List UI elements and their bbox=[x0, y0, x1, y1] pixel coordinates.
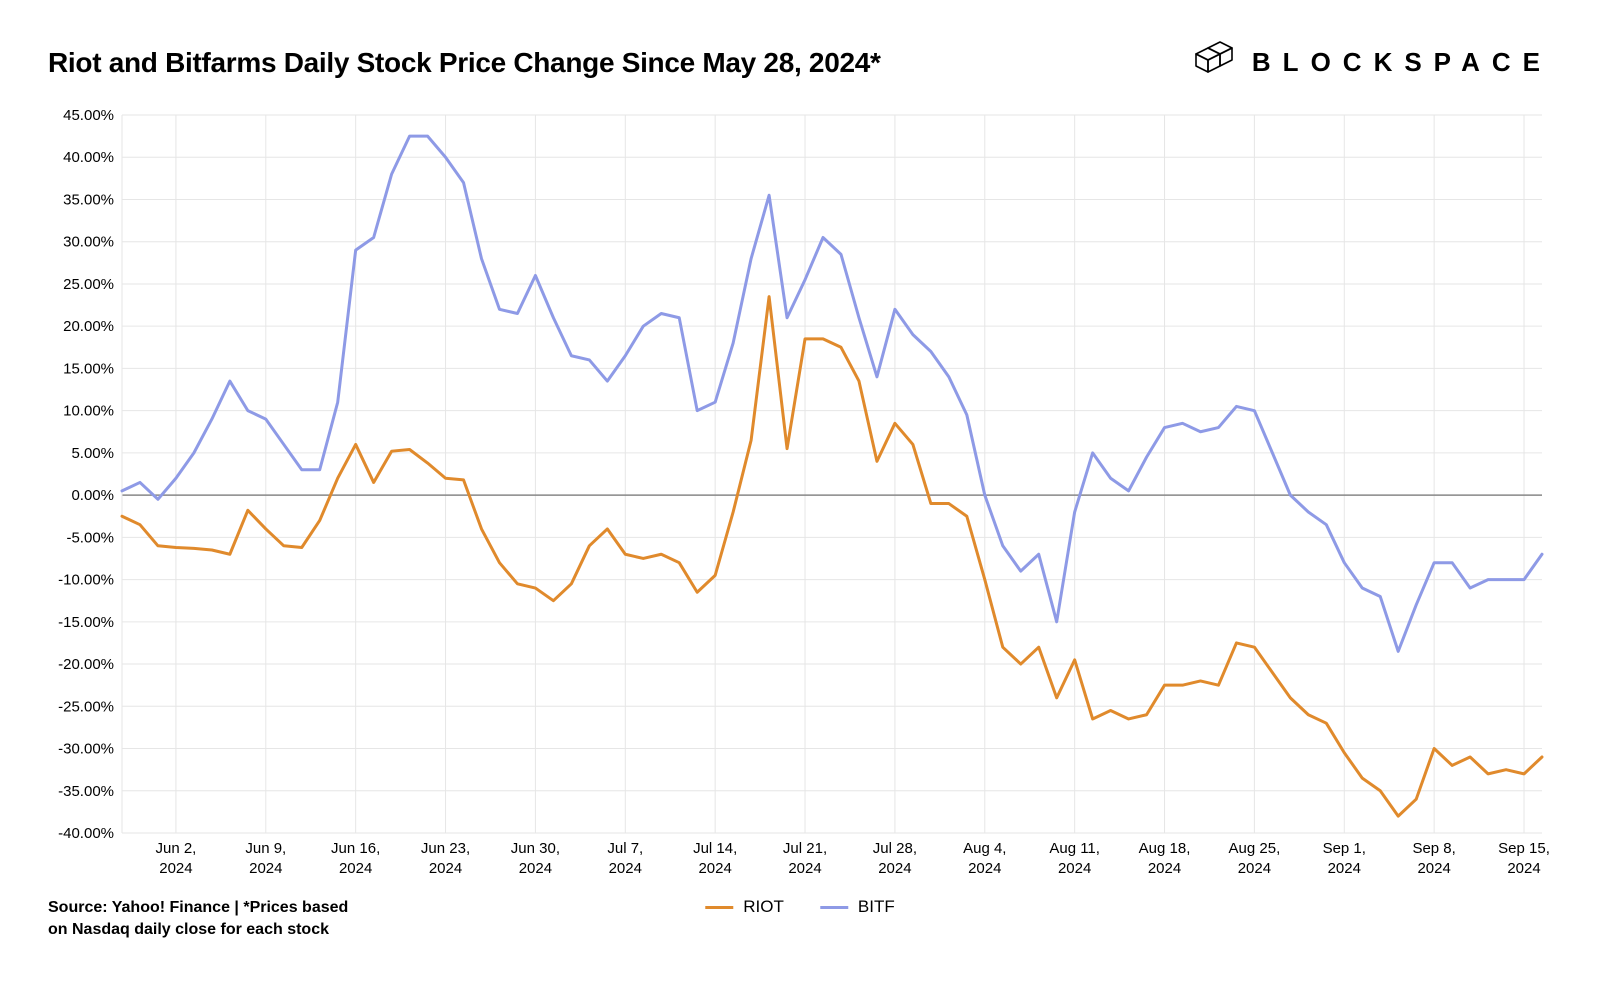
svg-text:0.00%: 0.00% bbox=[71, 487, 114, 504]
svg-text:-20.00%: -20.00% bbox=[58, 656, 114, 673]
svg-text:2024: 2024 bbox=[878, 860, 911, 877]
legend-label-bitf: BITF bbox=[858, 897, 895, 917]
svg-text:-10.00%: -10.00% bbox=[58, 572, 114, 589]
brand: BLOCKSPACE bbox=[1190, 40, 1552, 85]
chart-title: Riot and Bitfarms Daily Stock Price Chan… bbox=[48, 47, 881, 79]
svg-text:20.00%: 20.00% bbox=[63, 318, 114, 335]
svg-text:2024: 2024 bbox=[1058, 860, 1091, 877]
svg-text:-40.00%: -40.00% bbox=[58, 825, 114, 842]
source-line-1: Source: Yahoo! Finance | *Prices based bbox=[48, 899, 348, 916]
svg-text:Jun 2,: Jun 2, bbox=[155, 840, 196, 857]
brand-text: BLOCKSPACE bbox=[1252, 47, 1552, 78]
legend-item-riot: RIOT bbox=[705, 897, 784, 917]
legend-item-bitf: BITF bbox=[820, 897, 895, 917]
legend-swatch-riot bbox=[705, 906, 733, 909]
svg-text:2024: 2024 bbox=[1507, 860, 1540, 877]
svg-text:Jul 28,: Jul 28, bbox=[873, 840, 917, 857]
svg-text:Aug 25,: Aug 25, bbox=[1229, 840, 1281, 857]
legend-label-riot: RIOT bbox=[743, 897, 784, 917]
svg-text:2024: 2024 bbox=[968, 860, 1001, 877]
svg-text:40.00%: 40.00% bbox=[63, 149, 114, 166]
footer: Source: Yahoo! Finance | *Prices based o… bbox=[48, 897, 1552, 940]
svg-text:2024: 2024 bbox=[519, 860, 552, 877]
svg-text:2024: 2024 bbox=[249, 860, 282, 877]
svg-text:35.00%: 35.00% bbox=[63, 191, 114, 208]
svg-text:2024: 2024 bbox=[698, 860, 731, 877]
svg-text:Jun 9,: Jun 9, bbox=[245, 840, 286, 857]
source-line-2: on Nasdaq daily close for each stock bbox=[48, 921, 329, 938]
header: Riot and Bitfarms Daily Stock Price Chan… bbox=[48, 40, 1552, 85]
svg-text:2024: 2024 bbox=[429, 860, 462, 877]
svg-text:-5.00%: -5.00% bbox=[66, 529, 114, 546]
svg-text:25.00%: 25.00% bbox=[63, 276, 114, 293]
svg-text:Aug 4,: Aug 4, bbox=[963, 840, 1006, 857]
legend: RIOT BITF bbox=[705, 897, 894, 917]
svg-text:Jul 21,: Jul 21, bbox=[783, 840, 827, 857]
svg-text:Jun 16,: Jun 16, bbox=[331, 840, 380, 857]
svg-text:15.00%: 15.00% bbox=[63, 360, 114, 377]
svg-text:5.00%: 5.00% bbox=[71, 445, 114, 462]
svg-text:Jun 23,: Jun 23, bbox=[421, 840, 470, 857]
source-citation: Source: Yahoo! Finance | *Prices based o… bbox=[48, 897, 348, 940]
svg-text:2024: 2024 bbox=[339, 860, 372, 877]
svg-text:Sep 1,: Sep 1, bbox=[1323, 840, 1366, 857]
svg-text:-30.00%: -30.00% bbox=[58, 741, 114, 758]
chart-container: Riot and Bitfarms Daily Stock Price Chan… bbox=[0, 0, 1600, 989]
svg-text:10.00%: 10.00% bbox=[63, 403, 114, 420]
svg-text:Sep 15,: Sep 15, bbox=[1498, 840, 1550, 857]
svg-text:Aug 18,: Aug 18, bbox=[1139, 840, 1191, 857]
svg-text:2024: 2024 bbox=[1417, 860, 1450, 877]
svg-text:Jun 30,: Jun 30, bbox=[511, 840, 560, 857]
svg-text:2024: 2024 bbox=[788, 860, 821, 877]
svg-text:2024: 2024 bbox=[1238, 860, 1271, 877]
svg-text:-35.00%: -35.00% bbox=[58, 783, 114, 800]
svg-text:Sep 8,: Sep 8, bbox=[1412, 840, 1455, 857]
svg-text:45.00%: 45.00% bbox=[63, 107, 114, 124]
svg-text:2024: 2024 bbox=[609, 860, 642, 877]
svg-text:2024: 2024 bbox=[1148, 860, 1181, 877]
brand-logo-icon bbox=[1190, 40, 1238, 85]
line-chart: -40.00% -35.00% -30.00% -25.00% -20.00% -15.0… bbox=[48, 105, 1552, 885]
svg-text:2024: 2024 bbox=[159, 860, 192, 877]
svg-text:2024: 2024 bbox=[1328, 860, 1361, 877]
svg-text:-15.00%: -15.00% bbox=[58, 614, 114, 631]
svg-text:-25.00%: -25.00% bbox=[58, 698, 114, 715]
chart-area: -40.00% -35.00% -30.00% -25.00% -20.00% -15.0… bbox=[48, 105, 1552, 885]
legend-swatch-bitf bbox=[820, 906, 848, 909]
svg-text:Jul 7,: Jul 7, bbox=[607, 840, 643, 857]
svg-text:Jul 14,: Jul 14, bbox=[693, 840, 737, 857]
svg-text:30.00%: 30.00% bbox=[63, 234, 114, 251]
svg-text:Aug 11,: Aug 11, bbox=[1049, 840, 1100, 857]
